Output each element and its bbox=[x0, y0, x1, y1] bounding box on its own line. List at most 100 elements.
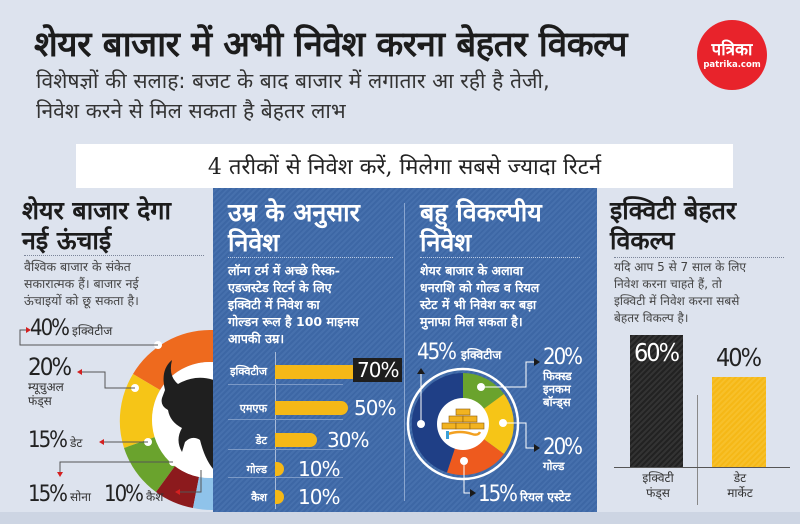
desc-line: सकारात्मक हैं। बाजार नई bbox=[24, 276, 139, 291]
slice-mutual-funds bbox=[119, 374, 160, 448]
page-title: शेयर बाजार में अभी निवेश करना बेहतर विकल… bbox=[34, 25, 628, 65]
desc-line: गोल्डन रूल है 100 माइनस bbox=[228, 314, 359, 329]
col3-description: शेयर बाजार के अलावा धनराशि को गोल्ड व रि… bbox=[420, 262, 539, 330]
desc-line: वैश्विक बाजार के संकेत bbox=[24, 259, 131, 274]
bar-row-cash: कैश 10% bbox=[223, 485, 340, 509]
pct-value: 10% bbox=[104, 482, 144, 507]
desc-line: बेहतर विकल्प है। bbox=[614, 311, 689, 325]
col2-description: लॉन्ग टर्म में अच्छे रिस्क- एडजस्टेड रिट… bbox=[228, 262, 359, 347]
pct-value: 15% bbox=[478, 482, 518, 507]
gold-bars-icon bbox=[441, 408, 485, 439]
bar-label: इक्विटीज bbox=[230, 365, 267, 378]
bar-label: गोल्ड bbox=[246, 462, 267, 476]
col1-label-gold: 15% सोना bbox=[28, 482, 91, 507]
pct-label: बॉन्ड्स bbox=[543, 395, 571, 409]
bar-axis bbox=[614, 467, 790, 468]
bar bbox=[275, 433, 317, 447]
divider bbox=[228, 257, 393, 258]
bar-row-equities: इक्विटीज 70% bbox=[223, 358, 403, 382]
bar-label-equity-funds: इक्विटी फंड्स bbox=[630, 471, 686, 501]
col4-title-line-2: विकल्प bbox=[610, 226, 675, 255]
col1-description: वैश्विक बाजार के संकेत सकारात्मक हैं। बा… bbox=[24, 258, 204, 309]
pct-label: इक्विटीज bbox=[72, 324, 113, 338]
panel-divider bbox=[404, 203, 405, 501]
bar-label-line: मार्केट bbox=[727, 486, 753, 500]
pct-value: 40% bbox=[30, 316, 70, 341]
desc-line: लॉन्ग टर्म में अच्छे रिस्क- bbox=[228, 263, 340, 278]
col1-donut-chart bbox=[19, 327, 213, 510]
bar-value: 30% bbox=[327, 428, 369, 452]
row-divider bbox=[228, 449, 343, 450]
col2-title-line-1: उम्र के अनुसार bbox=[228, 198, 360, 227]
slice-gold bbox=[156, 466, 199, 508]
patrika-logo: पत्रिका patrika.com bbox=[697, 20, 767, 90]
bar-equity-funds bbox=[630, 335, 683, 468]
col3-title-line-2: निवेश bbox=[420, 228, 472, 257]
row-divider bbox=[228, 384, 343, 385]
blue-panel bbox=[213, 188, 597, 512]
pct-label: सोना bbox=[70, 490, 91, 504]
bar-row-mf: एमएफ 50% bbox=[223, 396, 397, 420]
col1-title-line-1: शेयर बाजार देगा bbox=[22, 196, 171, 225]
col1-title: शेयर बाजार देगा नई ऊंचाई bbox=[22, 196, 171, 256]
col4-title-line-1: इक्विटी बेहतर bbox=[610, 196, 737, 225]
desc-line: इक्विटी में निवेश करना सबसे bbox=[614, 294, 740, 308]
col3-label-fixed-income: 20% फिक्स्ड इनकम बॉन्ड्स bbox=[543, 345, 583, 409]
pct-value: 15% bbox=[28, 428, 68, 453]
col4-description: यदि आप 5 से 7 साल के लिए निवेश करना चाहत… bbox=[614, 259, 794, 327]
bar-label: एमएफ bbox=[239, 401, 267, 415]
col3-label-real-estate: 15% रियल एस्टेट bbox=[478, 482, 571, 507]
page-subtitle: विशेषज्ञों की सलाह: बजट के बाद बाजार में… bbox=[36, 66, 550, 126]
pct-value: 15% bbox=[28, 482, 68, 507]
row-divider bbox=[228, 477, 343, 478]
bar-label: कैश bbox=[251, 490, 267, 504]
pct-label: गोल्ड bbox=[543, 459, 565, 473]
pct-value: 20% bbox=[543, 345, 583, 370]
logo-url: patrika.com bbox=[703, 59, 761, 70]
slice-cash bbox=[193, 477, 213, 510]
col3-label-gold: 20% गोल्ड bbox=[543, 435, 583, 473]
pct-value: 20% bbox=[543, 435, 583, 460]
desc-line: ऊंचाइयों को छू सकता है। bbox=[24, 293, 139, 308]
col3-donut-chart bbox=[406, 358, 540, 497]
banner-text: 4 तरीकों से निवेश करें, मिलेगा सबसे ज्या… bbox=[207, 155, 602, 180]
bar-row-gold: गोल्ड 10% bbox=[223, 457, 341, 481]
section-banner: 4 तरीकों से निवेश करें, मिलेगा सबसे ज्या… bbox=[76, 144, 733, 188]
pct-value: 20% bbox=[28, 353, 72, 381]
row-divider bbox=[228, 419, 343, 420]
divider bbox=[24, 255, 204, 256]
desc-line: स्टेट में भी निवेश कर बड़ा bbox=[420, 297, 537, 312]
bar-value-equity-funds: 60% bbox=[634, 338, 680, 367]
desc-line: यदि आप 5 से 7 साल के लिए bbox=[614, 260, 747, 274]
pct-label: इक्विटीज bbox=[461, 348, 502, 362]
bar-label-line: फंड्स bbox=[646, 486, 670, 500]
desc-line: आपकी उम्र। bbox=[228, 331, 285, 346]
bull-icon bbox=[161, 360, 213, 469]
pct-label: रियल एस्टेट bbox=[520, 490, 571, 504]
pct-label: फिक्स्ड bbox=[543, 369, 572, 383]
desc-line: निवेश करना चाहते हैं, तो bbox=[614, 277, 722, 291]
col1-label-mutual-funds: 20% म्यूचुअल फंड्स bbox=[28, 353, 72, 408]
bar-value: 50% bbox=[354, 396, 396, 420]
desc-line: मुनाफा मिल सकता है। bbox=[420, 314, 523, 329]
slice-equities bbox=[133, 330, 210, 390]
bar-value: 10% bbox=[298, 485, 340, 509]
bar-axis bbox=[275, 352, 276, 509]
bar-value: 70% bbox=[353, 358, 403, 382]
subtitle-line-2: निवेश करने से मिल सकता है बेहतर लाभ bbox=[36, 99, 346, 123]
desc-line: धनराशि को गोल्ड व रियल bbox=[420, 280, 540, 295]
col4-title: इक्विटी बेहतर विकल्प bbox=[610, 196, 736, 256]
bar-label: डेट bbox=[255, 433, 267, 447]
col2-title-line-2: निवेश bbox=[228, 228, 280, 257]
col2-title: उम्र के अनुसार निवेश bbox=[228, 198, 360, 258]
col3-title-line-1: बहु विकल्पीय bbox=[420, 198, 542, 227]
bar-value-debt-market: 40% bbox=[716, 343, 762, 372]
bar bbox=[275, 462, 284, 476]
bar-debt-market bbox=[712, 377, 766, 468]
bar-value: 10% bbox=[298, 457, 340, 481]
bar-divider bbox=[697, 395, 698, 505]
pct-label: कैश bbox=[146, 490, 164, 504]
divider bbox=[420, 257, 580, 258]
pct-label: म्यूचुअल bbox=[28, 380, 64, 394]
bar-label-line: डेट bbox=[733, 471, 747, 485]
